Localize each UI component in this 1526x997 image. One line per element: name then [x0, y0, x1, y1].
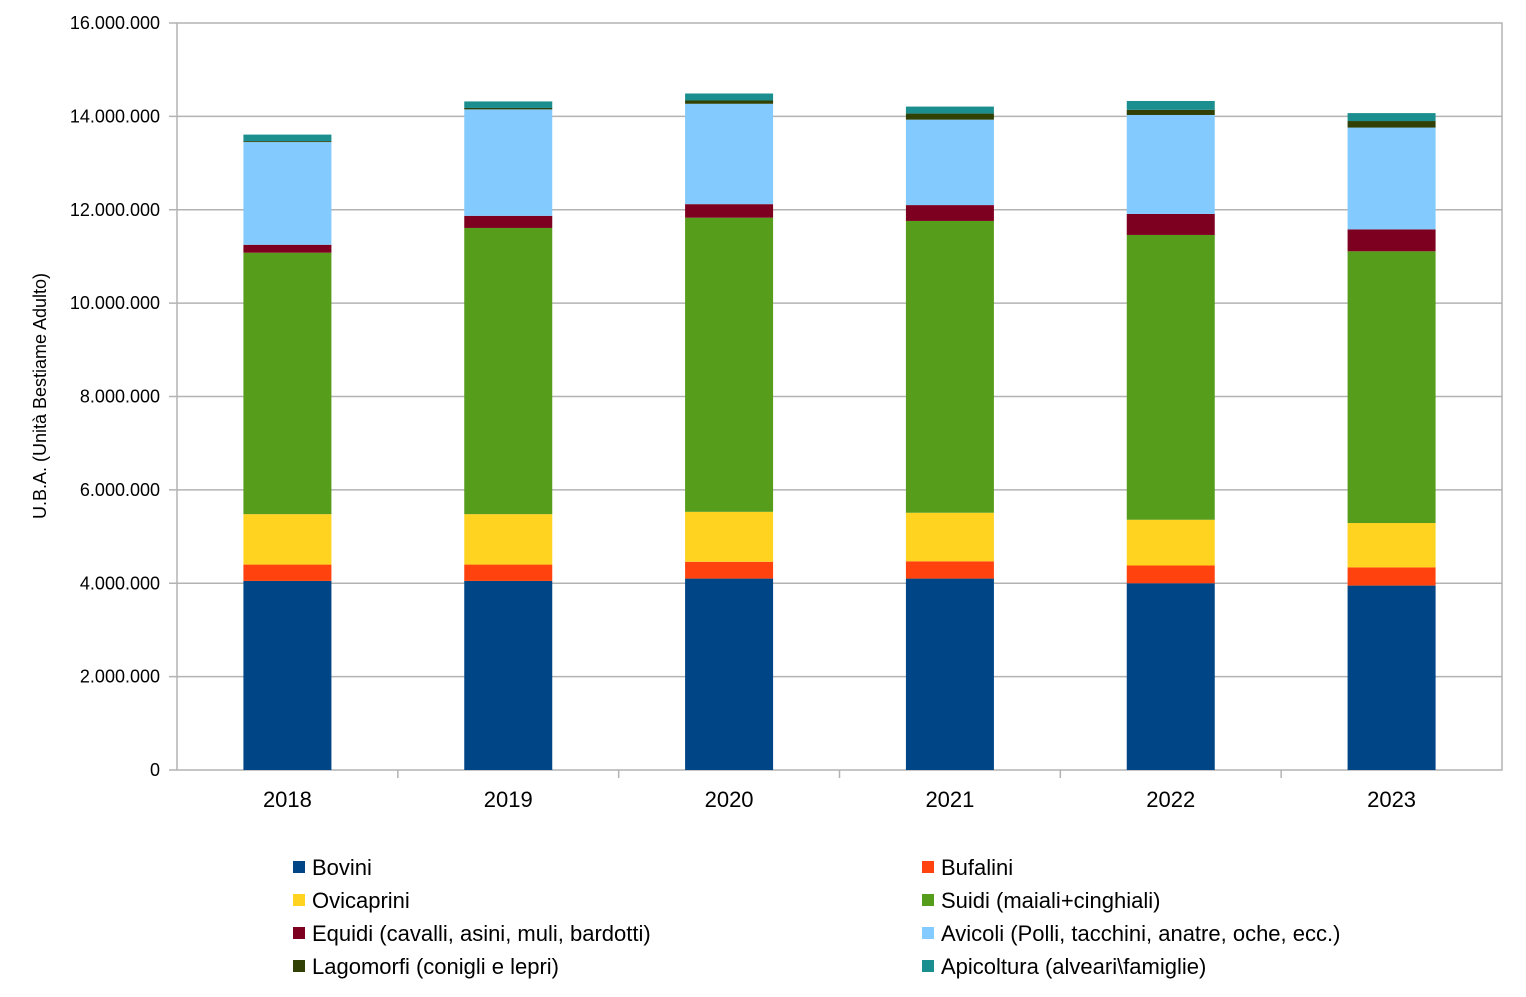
bar-segment	[685, 103, 774, 205]
bar-segment	[1347, 585, 1436, 770]
legend-swatch	[293, 960, 305, 972]
y-tick-label: 16.000.000	[70, 13, 160, 33]
bar-segment	[685, 578, 774, 770]
bar-segment	[243, 142, 332, 245]
y-axis-title: U.B.A. (Unità Bestiame Adulto)	[30, 273, 50, 519]
bar-segment	[1126, 565, 1215, 584]
bar-segment	[905, 119, 994, 206]
bar-segment	[1126, 213, 1215, 235]
bars-layer	[243, 93, 1436, 770]
x-tick-label: 2020	[705, 787, 754, 812]
bar-segment	[243, 244, 332, 253]
bar-segment	[464, 514, 553, 565]
plot-area-border	[176, 22, 1503, 771]
grid-lines	[169, 22, 1502, 778]
bar-segment	[464, 101, 553, 108]
legend-label: Lagomorfi (conigli e lepri)	[312, 954, 559, 979]
bar-segment	[1126, 109, 1215, 115]
x-tick-labels: 2018 2019 2020 2021 2022 2023	[263, 787, 1416, 812]
bar-segment	[243, 252, 332, 515]
bar-segment	[464, 227, 553, 515]
y-tick-label: 4.000.000	[80, 573, 160, 593]
bar-segment	[243, 564, 332, 581]
bar-segment	[1347, 567, 1436, 586]
bar-segment	[905, 578, 994, 770]
y-tick-label: 6.000.000	[80, 480, 160, 500]
legend-item: Lagomorfi (conigli e lepri)	[293, 954, 559, 979]
legend-item: Apicoltura (alveari\famiglie)	[922, 954, 1206, 979]
bar-segment	[1126, 583, 1215, 770]
x-tick-label: 2023	[1367, 787, 1416, 812]
bar-segment	[243, 141, 332, 143]
bar-segment	[243, 134, 332, 142]
bar-segment	[464, 107, 553, 110]
y-tick-label: 0	[150, 760, 160, 780]
legend-item: Bufalini	[922, 855, 1013, 880]
y-tick-label: 12.000.000	[70, 200, 160, 220]
x-tick-label: 2021	[925, 787, 974, 812]
bar-segment	[1347, 113, 1436, 122]
bar-segment	[1347, 523, 1436, 568]
y-tick-label: 10.000.000	[70, 293, 160, 313]
x-tick-label: 2018	[263, 787, 312, 812]
bar-segment	[1126, 234, 1215, 520]
bar-segment	[685, 217, 774, 512]
legend: Bovini Bufalini Ovicaprini Suidi (maiali+ci…	[293, 855, 1340, 979]
legend-label: Ovicaprini	[312, 888, 410, 913]
bar-segment	[685, 511, 774, 562]
bar-segment	[685, 93, 774, 101]
bar-segment	[1126, 100, 1215, 110]
bar-segment	[905, 220, 994, 513]
bar-segment	[1347, 229, 1436, 252]
legend-label: Bufalini	[941, 855, 1013, 880]
legend-label: Bovini	[312, 855, 372, 880]
bar-segment	[1347, 127, 1436, 230]
legend-swatch	[293, 894, 305, 906]
bar-segment	[1126, 114, 1215, 214]
legend-item: Equidi (cavalli, asini, muli, bardotti)	[293, 921, 651, 946]
legend-item: Avicoli (Polli, tacchini, anatre, oche, …	[922, 921, 1340, 946]
bar-segment	[905, 113, 994, 120]
bar-segment	[905, 561, 994, 579]
y-tick-label: 8.000.000	[80, 387, 160, 407]
bar-segment	[905, 205, 994, 221]
legend-label: Equidi (cavalli, asini, muli, bardotti)	[312, 921, 651, 946]
bar-segment	[464, 215, 553, 228]
legend-swatch	[922, 861, 934, 873]
bar-segment	[905, 512, 994, 562]
bar-segment	[685, 561, 774, 579]
x-tick-label: 2022	[1146, 787, 1195, 812]
legend-swatch	[922, 960, 934, 972]
legend-swatch	[293, 927, 305, 939]
bar-segment	[685, 204, 774, 218]
legend-swatch	[922, 894, 934, 906]
bar-segment	[1126, 519, 1215, 566]
bar-segment	[464, 109, 553, 216]
y-tick-labels: 0 2.000.000 4.000.000 6.000.000 8.000.000 10.…	[70, 13, 160, 780]
legend-item: Suidi (maiali+cinghiali)	[922, 888, 1160, 913]
bar-segment	[464, 564, 553, 581]
y-tick-label: 2.000.000	[80, 667, 160, 687]
bar-segment	[685, 100, 774, 104]
legend-item: Ovicaprini	[293, 888, 410, 913]
x-tick-label: 2019	[484, 787, 533, 812]
bar-segment	[243, 514, 332, 565]
y-tick-label: 14.000.000	[70, 106, 160, 126]
legend-item: Bovini	[293, 855, 372, 880]
bar-segment	[905, 106, 994, 114]
bar-segment	[464, 580, 553, 770]
legend-label: Apicoltura (alveari\famiglie)	[941, 954, 1206, 979]
legend-swatch	[293, 861, 305, 873]
bar-segment	[1347, 251, 1436, 524]
bar-segment	[1347, 121, 1436, 128]
bar-segment	[243, 580, 332, 770]
legend-label: Avicoli (Polli, tacchini, anatre, oche, …	[941, 921, 1340, 946]
legend-label: Suidi (maiali+cinghiali)	[941, 888, 1160, 913]
legend-swatch	[922, 927, 934, 939]
